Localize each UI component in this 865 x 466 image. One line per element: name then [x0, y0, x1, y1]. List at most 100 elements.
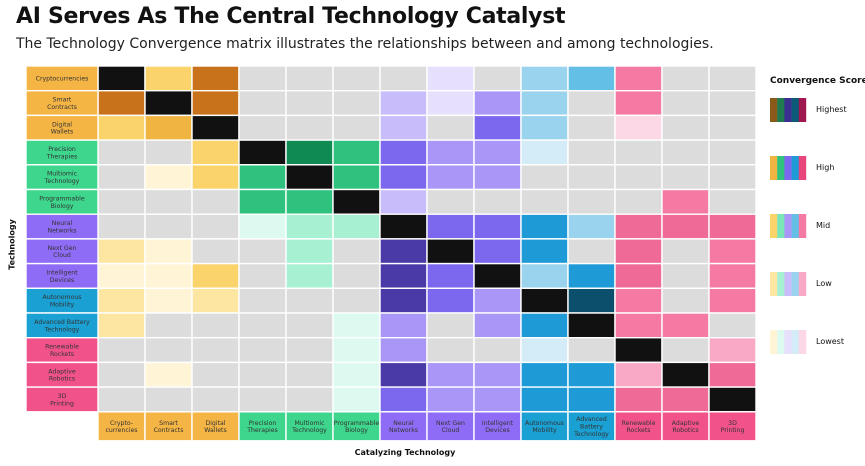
cell-programmable-biology-x-cryptocurrencies: [97, 188, 146, 215]
cell-programmable-biology-x-programmable-biology: [332, 188, 381, 215]
cell-multiomic-technology-x-renewable-rockets: [614, 164, 663, 191]
cell-precision-therapies-x-digital-wallets: [191, 139, 240, 166]
cell-neural-networks-x-digital-wallets: [191, 213, 240, 240]
cell-digital-wallets-x-intelligent-devices: [473, 114, 522, 141]
cell-digital-wallets-x-renewable-rockets: [614, 114, 663, 141]
row-label-bg-neural-networks: [25, 213, 99, 240]
cell-next-gen-cloud-x-smart-contracts: [144, 238, 193, 265]
cell-smart-contracts-x-precision-therapies: [238, 89, 287, 117]
cell-precision-therapies-x-intelligent-devices: [473, 139, 522, 166]
cell-advanced-battery-technology-x-digital-wallets: [191, 312, 240, 339]
cell-3d-printing-x-programmable-biology: [332, 386, 381, 413]
cell-multiomic-technology-x-adaptive-robotics: [661, 164, 710, 191]
cell-multiomic-technology-x-smart-contracts: [144, 164, 193, 191]
cell-3d-printing-x-intelligent-devices: [473, 386, 522, 413]
cell-intelligent-devices-x-renewable-rockets: [614, 262, 663, 290]
cell-adaptive-robotics-x-3d-printing: [708, 361, 757, 388]
cell-neural-networks-x-advanced-battery-technology: [567, 213, 616, 240]
y-axis-label-wrap: Technology: [6, 219, 18, 270]
cell-smart-contracts-x-autonomous-mobility: [520, 89, 569, 117]
cell-precision-therapies-x-adaptive-robotics: [661, 139, 710, 166]
chart-subtitle: The Technology Convergence matrix illust…: [16, 36, 714, 52]
col-label-intelligent-devices: Intelligent Devices: [482, 420, 514, 434]
cell-adaptive-robotics-x-digital-wallets: [191, 361, 240, 388]
cell-smart-contracts-x-digital-wallets: [191, 89, 240, 117]
cell-3d-printing-x-smart-contracts: [144, 386, 193, 413]
cell-neural-networks-x-adaptive-robotics: [661, 213, 710, 240]
cell-neural-networks-x-intelligent-devices: [473, 213, 522, 240]
cell-digital-wallets-x-digital-wallets: [191, 114, 240, 141]
cell-renewable-rockets-x-smart-contracts: [144, 337, 193, 364]
cell-renewable-rockets-x-multiomic-technology: [285, 337, 334, 364]
cell-intelligent-devices-x-digital-wallets: [191, 262, 240, 290]
cell-intelligent-devices-x-intelligent-devices: [473, 262, 522, 290]
cell-precision-therapies-x-multiomic-technology: [285, 139, 334, 166]
legend-swatch-high-4: [798, 156, 807, 180]
cell-next-gen-cloud-x-neural-networks: [379, 238, 428, 265]
cell-neural-networks-x-smart-contracts: [144, 213, 193, 240]
cell-next-gen-cloud-x-cryptocurrencies: [97, 238, 146, 265]
row-label-intelligent-devices: Intelligent Devices: [46, 269, 78, 283]
cell-precision-therapies-x-next-gen-cloud: [426, 139, 475, 166]
cell-intelligent-devices-x-advanced-battery-technology: [567, 262, 616, 290]
col-label-advanced-battery-technology: Advanced Battery Technology: [573, 416, 609, 438]
cell-neural-networks-x-cryptocurrencies: [97, 213, 146, 240]
cell-smart-contracts-x-multiomic-technology: [285, 89, 334, 117]
cell-neural-networks-x-3d-printing: [708, 213, 757, 240]
col-label-bg-autonomous-mobility: [520, 411, 569, 442]
cell-advanced-battery-technology-x-cryptocurrencies: [97, 312, 146, 339]
cell-adaptive-robotics-x-cryptocurrencies: [97, 361, 146, 388]
cell-next-gen-cloud-x-multiomic-technology: [285, 238, 334, 265]
row-label-autonomous-mobility: Autonomous Mobility: [42, 294, 81, 308]
cell-3d-printing-x-3d-printing: [708, 386, 757, 413]
x-axis-label: Catalyzing Technology: [354, 448, 456, 457]
cell-smart-contracts-x-intelligent-devices: [473, 89, 522, 117]
cell-adaptive-robotics-x-neural-networks: [379, 361, 428, 388]
cell-multiomic-technology-x-advanced-battery-technology: [567, 164, 616, 191]
cell-cryptocurrencies-x-programmable-biology: [332, 65, 381, 92]
cell-multiomic-technology-x-multiomic-technology: [285, 164, 334, 191]
cell-neural-networks-x-autonomous-mobility: [520, 213, 569, 240]
cell-digital-wallets-x-3d-printing: [708, 114, 757, 141]
cell-autonomous-mobility-x-3d-printing: [708, 287, 757, 314]
legend-label-highest: Highest: [816, 105, 847, 114]
col-label-bg-3d-printing: [708, 411, 757, 442]
cell-autonomous-mobility-x-next-gen-cloud: [426, 287, 475, 314]
row-label-adaptive-robotics: Adaptive Robotics: [48, 368, 76, 382]
cell-smart-contracts-x-advanced-battery-technology: [567, 89, 616, 117]
col-label-programmable-biology: Programmable Biology: [334, 420, 380, 434]
cell-3d-printing-x-autonomous-mobility: [520, 386, 569, 413]
legend-swatch-high-2: [784, 156, 792, 180]
cell-precision-therapies-x-renewable-rockets: [614, 139, 663, 166]
legend-swatch-highest-0: [770, 98, 778, 122]
cell-autonomous-mobility-x-smart-contracts: [144, 287, 193, 314]
cell-renewable-rockets-x-advanced-battery-technology: [567, 337, 616, 364]
cell-smart-contracts-x-adaptive-robotics: [661, 89, 710, 117]
cell-programmable-biology-x-digital-wallets: [191, 188, 240, 215]
cell-3d-printing-x-precision-therapies: [238, 386, 287, 413]
row-label-bg-advanced-battery-technology: [25, 312, 99, 339]
col-label-bg-neural-networks: [379, 411, 428, 442]
cell-programmable-biology-x-precision-therapies: [238, 188, 287, 215]
chart-title: AI Serves As The Central Technology Cata…: [16, 4, 566, 29]
cell-cryptocurrencies-x-autonomous-mobility: [520, 65, 569, 92]
cell-cryptocurrencies-x-next-gen-cloud: [426, 65, 475, 92]
legend-swatch-high-0: [770, 156, 778, 180]
col-label-neural-networks: Neural Networks: [389, 420, 418, 434]
cell-programmable-biology-x-next-gen-cloud: [426, 188, 475, 215]
cell-cryptocurrencies-x-3d-printing: [708, 65, 757, 92]
cell-next-gen-cloud-x-autonomous-mobility: [520, 238, 569, 265]
cell-autonomous-mobility-x-intelligent-devices: [473, 287, 522, 314]
cell-adaptive-robotics-x-smart-contracts: [144, 361, 193, 388]
cell-3d-printing-x-renewable-rockets: [614, 386, 663, 413]
cell-autonomous-mobility-x-adaptive-robotics: [661, 287, 710, 314]
cell-programmable-biology-x-smart-contracts: [144, 188, 193, 215]
cell-intelligent-devices-x-cryptocurrencies: [97, 262, 146, 290]
cell-smart-contracts-x-next-gen-cloud: [426, 89, 475, 117]
cell-programmable-biology-x-neural-networks: [379, 188, 428, 215]
cell-smart-contracts-x-3d-printing: [708, 89, 757, 117]
cell-next-gen-cloud-x-precision-therapies: [238, 238, 287, 265]
row-label-precision-therapies: Precision Therapies: [46, 146, 78, 160]
cell-multiomic-technology-x-neural-networks: [379, 164, 428, 191]
cell-intelligent-devices-x-next-gen-cloud: [426, 262, 475, 290]
